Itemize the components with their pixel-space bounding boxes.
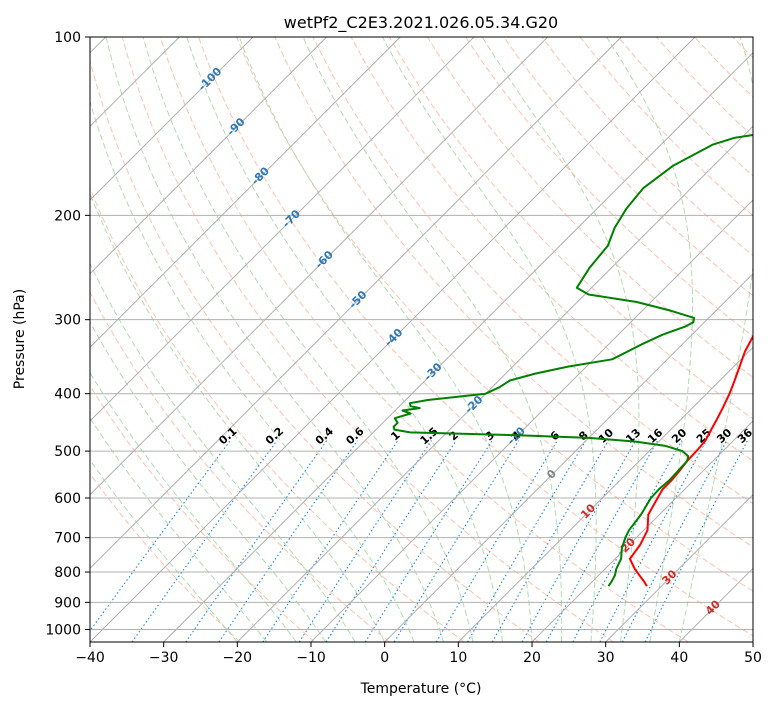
x-tick-label: −20 bbox=[223, 650, 253, 666]
background-lines bbox=[90, 37, 753, 642]
isotherm-line bbox=[163, 51, 753, 642]
x-tick-label: −30 bbox=[149, 650, 179, 666]
dry-adiabat bbox=[312, 37, 753, 505]
moist-adiabat bbox=[186, 37, 503, 642]
isotherm-line bbox=[384, 272, 753, 642]
mixing-ratio-line bbox=[131, 440, 278, 642]
mixing-ratio-line bbox=[572, 440, 683, 642]
moist-adiabat bbox=[302, 37, 563, 642]
moist-adiabat bbox=[606, 37, 693, 642]
x-tick-label: 20 bbox=[523, 650, 541, 666]
moist-adiabat bbox=[142, 37, 474, 642]
dry-adiabat bbox=[388, 37, 753, 420]
y-axis-label: Pressure (hPa) bbox=[12, 289, 28, 389]
isotherm-line bbox=[90, 37, 549, 496]
x-tick-label: 10 bbox=[449, 650, 467, 666]
chart-title: wetPf2_C2E3.2021.026.05.34.G20 bbox=[284, 13, 558, 33]
moist-adiabat bbox=[105, 37, 445, 642]
y-axis-ticks: 100 200 300 400 500 600 700 800 900 1000 bbox=[45, 30, 90, 638]
moist-adiabat bbox=[678, 37, 753, 642]
mixing-ratio-line bbox=[262, 440, 399, 642]
mixing-ratio-line bbox=[644, 440, 748, 642]
y-tick-label: 300 bbox=[54, 313, 81, 329]
isotherm-line bbox=[90, 37, 696, 642]
moist-adiabat bbox=[90, 417, 268, 642]
dry-adiabat bbox=[350, 37, 753, 462]
moist-adiabat bbox=[90, 262, 356, 642]
dry-adiabat bbox=[121, 37, 614, 642]
x-tick-label: 30 bbox=[597, 650, 615, 666]
temperature-profile-line bbox=[628, 334, 753, 587]
dry-adiabat bbox=[503, 37, 753, 297]
plot-area: 0.1 0.2 0.4 0.6 1 1.5 2 3 4 6 8 10 13 16 20 25 30 36 -100… bbox=[90, 37, 753, 642]
dry-adiabat bbox=[90, 186, 465, 642]
y-tick-label: 800 bbox=[54, 565, 81, 581]
x-tick-label: −40 bbox=[75, 650, 105, 666]
moist-adiabat bbox=[381, 37, 597, 642]
mixing-ratio-line bbox=[435, 440, 558, 642]
moist-adiabat bbox=[90, 371, 297, 642]
mixing-ratio-line bbox=[90, 440, 231, 632]
mixing-ratio-line bbox=[364, 440, 493, 642]
y-tick-label: 400 bbox=[54, 387, 81, 403]
x-tick-label: 50 bbox=[744, 650, 762, 666]
moist-adiabat bbox=[90, 459, 238, 642]
mixing-ratio-line bbox=[545, 440, 659, 642]
mixing-ratio-line bbox=[521, 440, 637, 642]
y-tick-label: 100 bbox=[54, 30, 81, 46]
dewpoint-profile-line bbox=[392, 134, 753, 587]
sounding-series bbox=[392, 134, 753, 587]
y-tick-label: 600 bbox=[54, 491, 81, 507]
dry-adiabat bbox=[236, 37, 753, 592]
x-axis-label: Temperature (°C) bbox=[360, 681, 482, 697]
x-tick-label: 40 bbox=[670, 650, 688, 666]
plot-frame bbox=[89, 36, 754, 643]
dry-adiabat bbox=[90, 291, 390, 642]
mixing-ratio-line bbox=[298, 440, 432, 642]
isotherm-line bbox=[236, 125, 753, 642]
isotherm-line bbox=[90, 37, 622, 570]
dry-adiabat bbox=[159, 37, 689, 642]
y-tick-label: 900 bbox=[54, 595, 81, 611]
moist-adiabat bbox=[481, 37, 640, 642]
mixing-ratio-line bbox=[185, 440, 328, 642]
isotherm-line bbox=[457, 346, 753, 642]
mixing-ratio-line bbox=[325, 440, 457, 642]
y-tick-label: 1000 bbox=[45, 622, 81, 638]
isotherm-line bbox=[90, 37, 401, 349]
dry-adiabat bbox=[90, 59, 540, 642]
mixing-ratio-line bbox=[467, 440, 587, 642]
isotherm-line bbox=[90, 37, 328, 275]
isotherm-line bbox=[605, 493, 753, 642]
dry-adiabat bbox=[90, 384, 316, 642]
mixing-ratio-line bbox=[491, 440, 609, 642]
isotherm-line bbox=[90, 37, 475, 422]
x-tick-label: −10 bbox=[296, 650, 326, 666]
moist-adiabat bbox=[238, 37, 533, 642]
dry-adiabat bbox=[90, 472, 241, 642]
y-tick-label: 200 bbox=[54, 208, 81, 224]
moist-adiabat bbox=[90, 192, 386, 642]
y-tick-label: 500 bbox=[54, 444, 81, 460]
dry-adiabat bbox=[465, 37, 753, 338]
y-tick-label: 700 bbox=[54, 531, 81, 547]
x-tick-label: 0 bbox=[380, 650, 389, 666]
isotherm-line bbox=[310, 199, 753, 642]
x-axis-ticks: −40 −30 −20 −10 0 10 20 30 40 50 bbox=[75, 642, 762, 666]
isotherm-line bbox=[90, 37, 254, 201]
isotherm-line bbox=[531, 420, 753, 642]
